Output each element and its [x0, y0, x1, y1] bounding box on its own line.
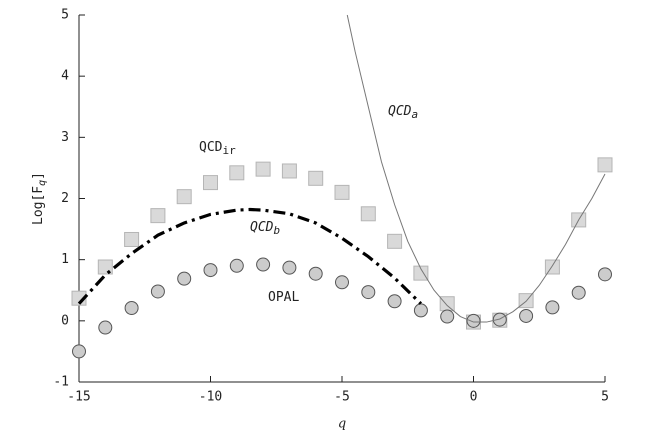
circle-marker — [466, 313, 481, 328]
circle-marker — [150, 284, 165, 299]
dash-dot-curve — [77, 207, 423, 305]
y-tick-label: 4 — [61, 69, 69, 84]
circle-marker — [598, 267, 612, 282]
square-marker — [413, 265, 429, 281]
y-label-sub: q — [37, 180, 48, 186]
series-label-sub: ir — [222, 144, 236, 157]
circle-marker — [361, 285, 376, 300]
square-marker — [124, 231, 140, 247]
square-marker — [439, 296, 455, 312]
square-marker — [203, 175, 218, 191]
x-axis-label: q — [338, 417, 346, 432]
circle-marker — [440, 309, 455, 324]
y-label-text: Log[F — [31, 186, 46, 225]
circle-marker — [413, 303, 428, 318]
series-label-text: QCD — [388, 104, 412, 119]
y-axis-label: Log[Fq] — [31, 172, 49, 225]
curve — [346, 14, 606, 323]
square-marker — [360, 206, 376, 222]
circle-marker — [124, 300, 139, 315]
series-label-sub: a — [411, 108, 418, 121]
series-label: QCDb — [250, 220, 280, 238]
square-marker — [281, 163, 297, 179]
square-marker — [334, 184, 350, 200]
y-tick-label: 3 — [61, 130, 69, 145]
square-marker — [150, 208, 166, 224]
x-tick-label: 0 — [470, 390, 478, 405]
series-label: QCDir — [199, 140, 236, 158]
y-tick-label: -1 — [53, 375, 69, 390]
series-label-text: OPAL — [268, 290, 299, 305]
square-marker — [255, 161, 271, 177]
circle-marker — [571, 285, 586, 300]
square-marker — [229, 165, 245, 181]
circle-marker — [519, 308, 534, 323]
circle-marker — [72, 344, 86, 359]
x-tick-label: -5 — [334, 390, 350, 405]
y-label-end: ] — [31, 172, 46, 180]
series-label-text: QCD — [250, 220, 274, 235]
circle-marker — [256, 257, 271, 272]
x-tick-label: -10 — [199, 390, 222, 405]
circle-marker — [98, 320, 113, 335]
square-marker — [544, 259, 560, 275]
circle-marker — [308, 266, 323, 281]
square-marker — [387, 233, 403, 249]
y-tick-label: 1 — [61, 252, 69, 267]
circle-marker — [203, 263, 218, 278]
y-tick-label: 0 — [61, 313, 69, 328]
y-tick-label: 2 — [61, 191, 69, 206]
circle-marker — [545, 300, 560, 315]
series-label: OPAL — [268, 290, 299, 305]
square-marker — [176, 189, 192, 205]
square-marker — [597, 157, 613, 173]
x-tick-label: -15 — [67, 390, 90, 405]
circle-marker — [335, 275, 349, 290]
circle-marker — [387, 294, 402, 309]
x-tick-label: 5 — [601, 390, 609, 405]
circle-marker — [229, 258, 244, 273]
circle-marker — [492, 312, 507, 327]
circle-marker — [282, 260, 297, 275]
square-marker — [308, 170, 324, 186]
series-label-sub: b — [273, 224, 280, 237]
series-label-text: QCD — [199, 140, 223, 155]
series-label: QCDa — [388, 104, 418, 122]
circle-marker — [177, 271, 192, 286]
y-tick-label: 5 — [61, 8, 69, 23]
